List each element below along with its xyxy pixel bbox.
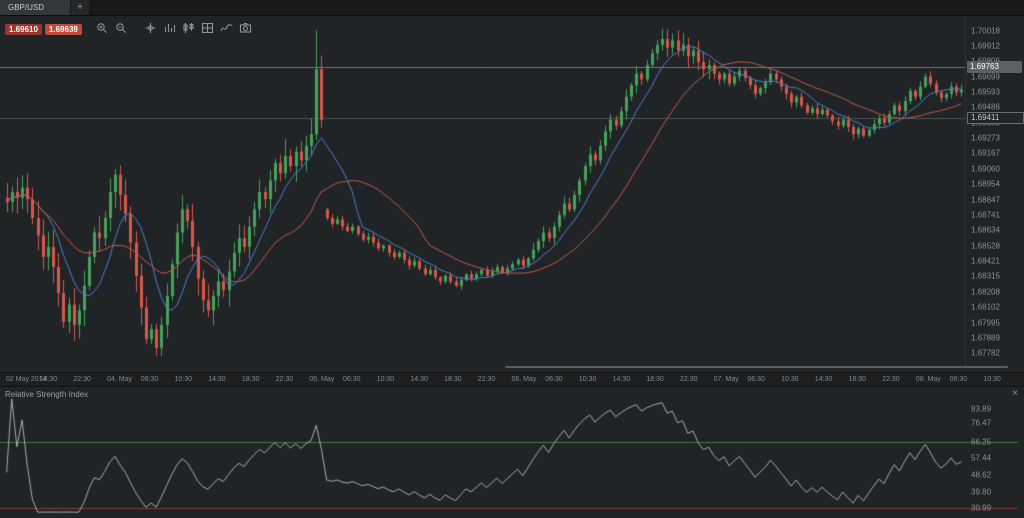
indicators-button[interactable] — [219, 22, 235, 36]
snapshot-button[interactable] — [238, 22, 254, 36]
time-axis-label: 22:30 — [73, 376, 91, 383]
zoom-in-button[interactable] — [95, 22, 111, 36]
price-axis-label: 1.69699 — [971, 72, 1000, 82]
crosshair-icon — [144, 22, 157, 37]
time-axis[interactable]: 02 May 2014 18:30 22:30 04. May 06:30 10:30 14… — [0, 372, 1024, 387]
candlestick-chart-icon — [182, 22, 195, 37]
time-axis-label: 02 May 2014 — [6, 376, 47, 383]
time-axis-label: 06. May — [511, 376, 537, 383]
price-axis-label: 1.68528 — [971, 241, 1000, 251]
price-axis-label: 1.68847 — [971, 195, 1000, 205]
time-axis-label: 18:30 — [39, 376, 58, 383]
time-axis-label: 10:30 — [376, 376, 395, 383]
price-axis-label: 1.69273 — [971, 133, 1000, 143]
time-axis-label: 22:30 — [882, 376, 900, 383]
time-axis-label: 04. May — [107, 376, 132, 383]
rsi-chart[interactable] — [0, 387, 1024, 518]
rsi-axis-label: 39.80 — [971, 487, 992, 497]
time-axis-label: 18:30 — [848, 376, 867, 383]
time-axis-label: 14:30 — [410, 376, 428, 383]
time-axis-label: 05. May — [309, 376, 335, 383]
price-axis-label: 1.69806 — [971, 57, 1000, 66]
bar-chart-icon — [163, 22, 176, 37]
time-axis-label: 18:30 — [646, 376, 664, 383]
ask-price-badge[interactable]: 1.69639 — [44, 23, 82, 35]
candlestick-chart-button[interactable] — [181, 22, 197, 36]
price-axis-label: 1.68102 — [971, 302, 1000, 312]
price-axis-label: 1.68421 — [971, 256, 1000, 266]
price-axis-label: 1.68954 — [971, 179, 1000, 189]
price-axis-label: 1.68315 — [971, 271, 1000, 281]
rsi-axis-label: 57.44 — [971, 453, 992, 463]
time-axis-label: 06:30 — [949, 376, 968, 383]
price-axis-label: 1.68208 — [971, 287, 1000, 297]
time-axis-label: 10:30 — [578, 376, 597, 383]
time-axis-label: 18:30 — [241, 376, 260, 383]
time-axis-label: 10:30 — [983, 376, 1001, 383]
price-axis-label: 1.69486 — [971, 102, 1000, 112]
chart-toolbar: 1.69610 1.69639 — [5, 22, 254, 36]
time-axis-label: 10:30 — [781, 376, 799, 383]
close-indicator-button[interactable]: × — [1012, 388, 1018, 399]
time-axis-label: 18:30 — [444, 376, 462, 383]
time-axis-label: 22:30 — [275, 376, 294, 383]
indicator-title: Relative Strength Index — [5, 390, 89, 399]
rsi-axis-label: 30.99 — [971, 503, 992, 513]
tab-label: GBP/USD — [8, 3, 45, 12]
time-axis-label: 10:30 — [174, 376, 193, 383]
camera-icon — [239, 22, 252, 37]
time-axis-label: 22:30 — [477, 376, 496, 383]
candlestick-chart[interactable] — [0, 16, 1024, 372]
time-axis-label: 06:30 — [545, 376, 563, 383]
rsi-axis-label: 76.47 — [971, 418, 992, 428]
rsi-axis-label: 66.25 — [971, 437, 992, 447]
time-axis-label: 14:30 — [208, 376, 226, 383]
price-axis-label: 1.67995 — [971, 318, 1000, 328]
tab-gbpusd[interactable]: GBP/USD — [0, 0, 71, 15]
price-axis-label: 1.69912 — [971, 41, 1000, 51]
main-chart-area: 1.69610 1.69639 1.69763 1.69411 1.7001 — [0, 16, 1024, 372]
rsi-axis-label: 48.62 — [971, 470, 992, 480]
time-axis-label: 22:30 — [680, 376, 698, 383]
new-tab-button[interactable]: + — [71, 0, 90, 15]
chart-scrollbar[interactable] — [505, 366, 1008, 368]
time-axis-label: 14:30 — [612, 376, 631, 383]
price-axis-label: 1.69167 — [971, 148, 1000, 158]
tab-bar: GBP/USD + — [0, 0, 1024, 16]
indicators-icon — [220, 22, 233, 37]
time-axis-label: 06:30 — [140, 376, 159, 383]
price-axis-label: 1.69060 — [971, 164, 1000, 174]
price-level-badge: 1.69763 — [967, 61, 1022, 74]
bar-chart-button[interactable] — [162, 22, 178, 36]
time-axis-label: 08. May — [915, 376, 941, 383]
price-axis-label: 1.67889 — [971, 333, 1000, 343]
price-axis-label: 1.70018 — [971, 26, 1000, 36]
bid-price-badge[interactable]: 1.69610 — [5, 23, 42, 35]
time-axis-label: 14:30 — [814, 376, 833, 383]
price-axis-label: 1.69593 — [971, 87, 1000, 97]
time-axis-label: 07. May — [713, 376, 739, 383]
zoom-in-icon — [96, 22, 109, 37]
zoom-out-icon — [115, 22, 128, 37]
crosshair-button[interactable] — [143, 22, 159, 36]
price-axis-label: 1.68741 — [971, 210, 1000, 220]
zoom-out-button[interactable] — [114, 22, 130, 36]
price-axis-label: 1.67782 — [971, 348, 1000, 358]
time-axis-label: 06:30 — [747, 376, 765, 383]
grid-icon — [201, 22, 214, 37]
grid-settings-button[interactable] — [200, 22, 216, 36]
rsi-axis-label: 83.89 — [971, 404, 992, 414]
price-level-badge: 1.69411 — [967, 112, 1024, 125]
rsi-panel: Relative Strength Index × 83.89 76.47 66.2… — [0, 386, 1024, 518]
price-axis-label: 1.68634 — [971, 225, 1000, 235]
time-axis-label: 06:30 — [343, 376, 361, 383]
